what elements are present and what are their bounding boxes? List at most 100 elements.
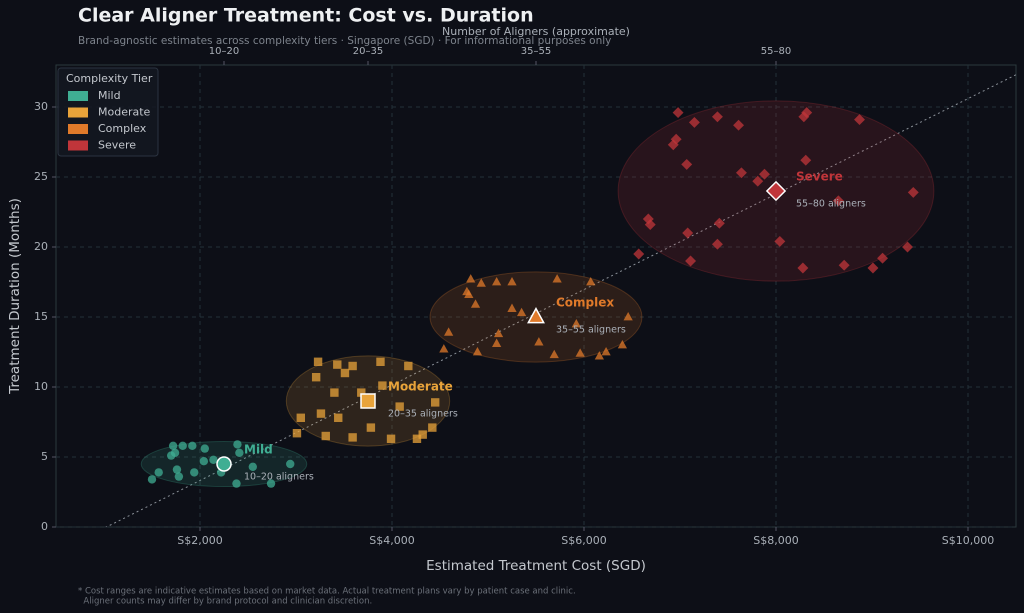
x-tick-label: S$6,000 xyxy=(561,534,606,547)
y-tick-label: 0 xyxy=(41,520,48,533)
data-point xyxy=(492,276,502,286)
data-point xyxy=(711,111,723,123)
tier-label: Moderate xyxy=(388,380,453,394)
tier-aligners: 20–35 aligners xyxy=(388,409,458,420)
data-point xyxy=(154,468,163,477)
data-point xyxy=(348,433,357,442)
data-point xyxy=(571,318,581,328)
tier-label: Complex xyxy=(556,296,614,310)
data-point xyxy=(248,462,257,471)
tier-aligners: 55–80 aligners xyxy=(796,199,866,210)
data-point xyxy=(366,423,376,432)
data-point xyxy=(797,262,809,274)
data-point xyxy=(188,441,197,450)
data-point xyxy=(507,303,517,312)
x2-tick-label: 20–35 xyxy=(353,46,383,57)
data-point xyxy=(439,344,449,353)
y-tick-label: 30 xyxy=(34,100,48,113)
data-point xyxy=(575,348,585,357)
data-point xyxy=(711,238,723,250)
data-point xyxy=(376,357,385,366)
data-point xyxy=(200,444,209,453)
data-point xyxy=(334,413,343,422)
data-point xyxy=(644,219,656,231)
x-tick-label: S$8,000 xyxy=(753,534,798,547)
data-point xyxy=(877,252,889,264)
chart-title: Clear Aligner Treatment: Cost vs. Durati… xyxy=(78,5,534,27)
legend-label: Mild xyxy=(98,89,121,102)
legend-swatch xyxy=(68,91,88,101)
data-point xyxy=(167,451,176,460)
plot-area xyxy=(105,74,1016,527)
chart-subtitle: Brand-agnostic estimates across complexi… xyxy=(78,35,611,47)
x-tick-label: S$4,000 xyxy=(369,534,414,547)
x-tick-label: S$2,000 xyxy=(177,534,222,547)
data-point xyxy=(174,472,184,481)
data-point xyxy=(534,337,544,346)
legend-title: Complexity Tier xyxy=(66,72,153,85)
data-point xyxy=(586,276,596,286)
y-axis-label: Treatment Duration (Months) xyxy=(7,198,23,395)
data-point xyxy=(235,448,244,457)
data-point xyxy=(733,119,745,131)
data-point xyxy=(642,213,654,225)
data-point xyxy=(418,430,427,439)
legend-swatch xyxy=(68,107,88,118)
data-point xyxy=(147,475,157,484)
legend-label: Severe xyxy=(98,139,136,152)
tier-label: Severe xyxy=(796,170,843,184)
data-point xyxy=(549,349,559,359)
data-point xyxy=(340,368,350,378)
data-point xyxy=(832,195,844,207)
data-point xyxy=(507,276,517,286)
data-point xyxy=(190,468,199,477)
data-point xyxy=(713,217,725,229)
data-point xyxy=(907,186,919,198)
data-point xyxy=(867,262,879,274)
x2-axis-label: Number of Aligners (approximate) xyxy=(442,25,630,38)
tier-center xyxy=(216,456,232,472)
data-point xyxy=(286,459,295,469)
data-point xyxy=(168,441,178,450)
data-point xyxy=(601,346,611,356)
tier-aligners: 10–20 aligners xyxy=(244,472,314,483)
data-point xyxy=(801,107,813,119)
footnote: * Cost ranges are indicative estimates b… xyxy=(78,587,576,597)
data-point xyxy=(464,289,474,298)
data-point xyxy=(316,409,326,418)
x2-tick-label: 10–20 xyxy=(209,46,239,57)
data-point xyxy=(412,434,422,443)
data-point xyxy=(470,299,481,308)
data-point xyxy=(752,175,764,187)
data-point xyxy=(395,402,404,411)
data-point xyxy=(199,457,209,466)
data-point xyxy=(311,373,321,382)
data-point xyxy=(386,434,396,443)
data-point xyxy=(292,429,302,438)
data-point xyxy=(688,116,700,128)
data-point xyxy=(492,338,502,347)
data-point xyxy=(172,465,182,474)
data-point xyxy=(516,307,527,317)
data-point xyxy=(774,235,786,247)
data-point xyxy=(333,360,342,369)
tier-label: Mild xyxy=(244,443,273,457)
data-point xyxy=(623,311,633,321)
tier-center xyxy=(527,307,545,324)
data-point xyxy=(178,441,187,450)
y-tick-label: 20 xyxy=(34,240,48,253)
legend-label: Complex xyxy=(98,122,147,135)
data-point xyxy=(681,158,693,170)
x-tick-label: S$10,000 xyxy=(942,534,994,547)
data-point xyxy=(594,351,604,360)
data-point xyxy=(685,255,697,267)
data-point xyxy=(321,431,330,441)
legend-swatch xyxy=(68,124,88,134)
footnote: Aligner counts may differ by brand proto… xyxy=(78,597,372,607)
y-tick-label: 15 xyxy=(34,310,48,323)
data-point xyxy=(266,479,276,488)
legend-swatch xyxy=(68,140,88,151)
data-point xyxy=(633,248,645,260)
y-tick-label: 25 xyxy=(34,170,48,183)
